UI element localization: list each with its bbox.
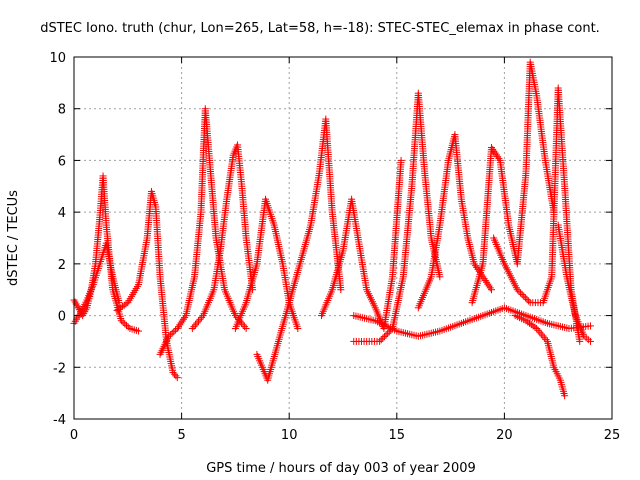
y-tick-label: -4 <box>53 413 66 428</box>
data-point <box>537 330 545 338</box>
data-point <box>172 372 180 380</box>
data-point <box>117 304 125 312</box>
data-point <box>121 320 129 328</box>
data-point <box>122 300 130 308</box>
plot-frame <box>73 56 613 420</box>
y-tick-label: 10 <box>49 51 66 66</box>
y-tick-label: 2 <box>58 258 66 273</box>
data-point <box>527 321 535 329</box>
data-point <box>526 319 534 327</box>
data-point <box>294 325 302 332</box>
data-point <box>166 331 174 339</box>
data-point <box>539 332 547 340</box>
data-point <box>382 331 390 339</box>
data-point <box>195 317 203 325</box>
data-point <box>525 297 533 305</box>
data-point <box>380 333 388 341</box>
data-point <box>518 291 526 299</box>
data-point <box>521 294 529 302</box>
data-point <box>534 326 542 334</box>
data-point <box>586 337 594 345</box>
x-tick-label: 10 <box>281 428 298 443</box>
data-point <box>173 374 181 382</box>
data-point <box>115 305 123 313</box>
data-point <box>513 286 521 294</box>
data-point <box>561 392 569 400</box>
data-point <box>168 329 176 337</box>
data-point <box>536 328 544 336</box>
data-point <box>523 295 531 303</box>
data-point <box>124 323 132 331</box>
data-point <box>172 326 180 334</box>
chart-title: dSTEC Iono. truth (chur, Lon=265, Lat=58… <box>40 21 600 36</box>
axis-ticks: 0 5 10 15 20 25 -4 -2 0 2 4 6 8 10 <box>49 51 620 443</box>
data-point <box>337 286 345 294</box>
data-point <box>379 334 387 342</box>
data-point <box>190 323 198 331</box>
y-tick-label: 0 <box>58 310 66 325</box>
data-point <box>436 273 444 281</box>
data-point <box>123 321 131 329</box>
data-point <box>113 306 121 314</box>
data-point <box>196 315 204 323</box>
data-point <box>515 287 523 295</box>
data-point <box>119 318 127 326</box>
data-point <box>135 327 143 335</box>
data-point <box>165 332 173 340</box>
data-point <box>242 325 250 332</box>
data-point <box>517 289 525 297</box>
y-tick-label: -2 <box>53 361 66 376</box>
data-point <box>188 325 196 332</box>
data-point <box>377 336 385 344</box>
y-tick-label: 4 <box>58 206 66 221</box>
y-tick-label: 8 <box>58 103 66 118</box>
data-point <box>191 321 199 329</box>
data-point <box>120 301 128 309</box>
grid-lines <box>74 57 612 419</box>
data-point <box>376 337 384 345</box>
data-point <box>531 323 539 331</box>
y-tick-label: 6 <box>58 154 66 169</box>
x-tick-label: 5 <box>177 428 185 443</box>
data-point <box>241 323 249 331</box>
x-tick-label: 15 <box>389 428 406 443</box>
data-point <box>115 299 123 307</box>
x-tick-label: 25 <box>604 428 621 443</box>
data-point <box>540 334 548 342</box>
data-point <box>487 286 495 294</box>
x-tick-label: 20 <box>496 428 513 443</box>
data-point <box>529 322 537 330</box>
data-point <box>586 322 594 330</box>
data-point <box>169 368 177 376</box>
data-points <box>70 58 594 400</box>
x-axis-label: GPS time / hours of day 003 of year 2009 <box>206 461 476 476</box>
data-point <box>170 370 178 378</box>
data-point <box>384 329 392 337</box>
y-axis-label: dSTEC / TECUs <box>6 190 21 286</box>
x-tick-label: 0 <box>70 428 78 443</box>
data-point <box>170 328 178 336</box>
data-point <box>118 303 126 311</box>
data-point <box>117 317 125 325</box>
data-point <box>520 292 528 300</box>
data-point <box>193 319 201 327</box>
data-point <box>397 156 405 164</box>
data-point <box>576 337 584 345</box>
